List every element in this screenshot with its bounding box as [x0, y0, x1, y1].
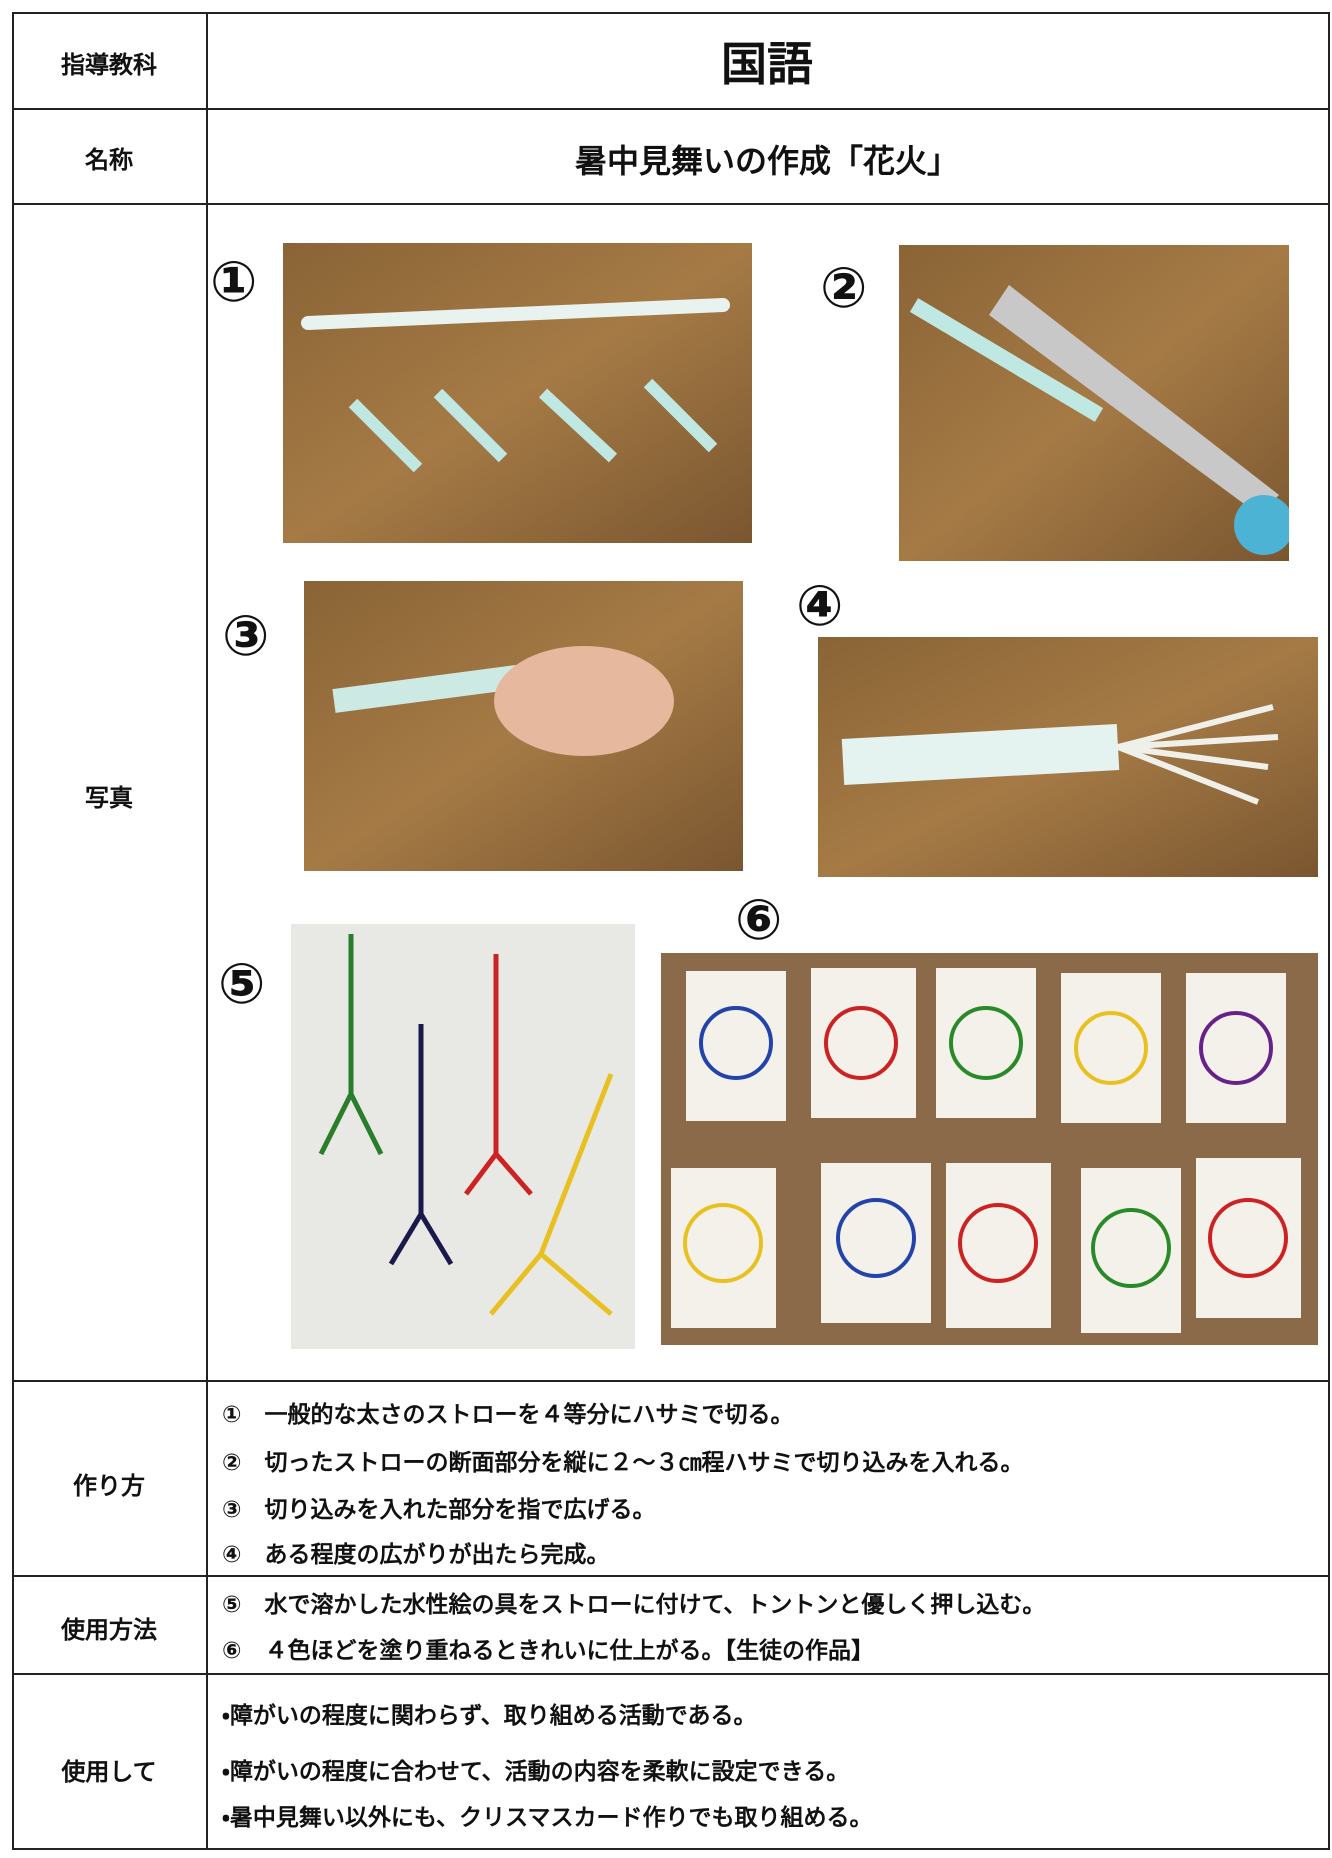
row-label: 使用方法	[61, 1616, 157, 1644]
photo	[818, 637, 1318, 877]
step: ② 切ったストローの断面部分を縦に２～３㎝程ハサミで切り込みを入れる。	[222, 1450, 1024, 1476]
border	[12, 12, 14, 1850]
photo	[283, 243, 752, 543]
photo-number: ②	[820, 256, 868, 321]
border	[206, 12, 208, 1850]
photo-number: ③	[222, 604, 270, 669]
border	[12, 1380, 1330, 1382]
row-label: 作り方	[73, 1472, 145, 1500]
border	[12, 1673, 1330, 1675]
border	[1328, 12, 1330, 1850]
photo	[291, 924, 635, 1349]
note: ・障がいの程度に関わらず、取り組める活動である。	[222, 1703, 757, 1729]
photo	[304, 581, 743, 871]
photo	[661, 953, 1318, 1345]
border	[12, 108, 1330, 110]
step: ④ ある程度の広がりが出たら完成。	[222, 1542, 610, 1568]
title: 暑中見舞いの作成「花火」	[574, 142, 959, 180]
border	[12, 1575, 1330, 1577]
step: ③ 切り込みを入れた部分を指で広げる。	[222, 1497, 656, 1523]
row-label: 使用して	[61, 1758, 157, 1786]
row-label: 名称	[85, 146, 133, 174]
subject: 国語	[721, 37, 813, 91]
photo-number: ⑤	[218, 952, 266, 1017]
border	[12, 203, 1330, 205]
row-label: 写真	[85, 784, 133, 812]
border	[12, 12, 1330, 14]
note: ・障がいの程度に合わせて、活動の内容を柔軟に設定できる。	[222, 1759, 850, 1785]
row-label: 指導教科	[61, 51, 157, 79]
note: ・暑中見舞い以外にも、クリスマスカード作りでも取り組める。	[222, 1805, 873, 1831]
photo	[899, 245, 1289, 561]
usage: ⑤ 水で溶かした水性絵の具をストローに付けて、トントンと優しく押し込む。	[222, 1592, 1046, 1618]
photo-number: ①	[210, 250, 258, 315]
photo-number: ⑥	[735, 888, 783, 953]
usage: ⑥ ４色ほどを塗り重ねるときれいに仕上がる。【生徒の作品】	[222, 1638, 874, 1664]
photo-number: ④	[796, 574, 844, 639]
step: ① 一般的な太さのストローを４等分にハサミで切る。	[222, 1402, 794, 1428]
border	[12, 1848, 1330, 1850]
